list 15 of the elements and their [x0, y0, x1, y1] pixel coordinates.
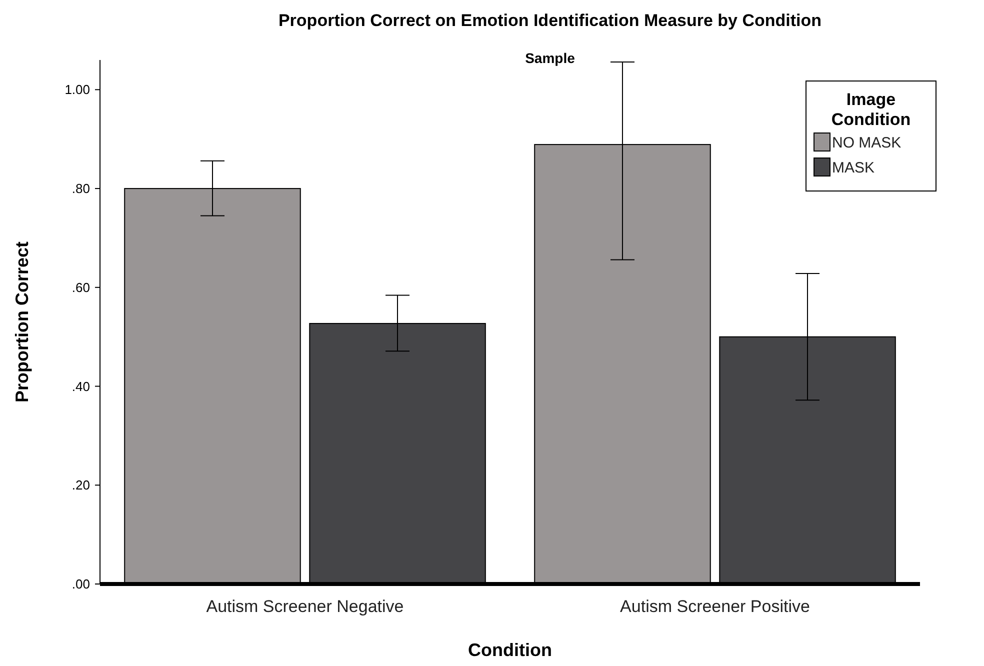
y-tick-label: .80 — [72, 181, 90, 196]
x-axis-title: Condition — [468, 640, 552, 660]
y-tick-label: .00 — [72, 576, 90, 592]
y-tick-label: .20 — [72, 478, 90, 493]
y-tick-label: 1.00 — [64, 82, 90, 98]
legend-title: Image Condition — [831, 90, 911, 129]
chart-subtitle: Sample — [525, 50, 576, 66]
y-tick-label: .60 — [72, 280, 90, 295]
y-tick-label: .40 — [72, 378, 90, 394]
x-tick-label: Autism Screener Negative — [206, 597, 404, 616]
legend-label: NO MASK — [832, 134, 902, 152]
x-tick-label: Autism Screener Positive — [620, 597, 810, 616]
y-axis-title: Proportion Correct — [12, 241, 32, 403]
legend-label: MASK — [832, 159, 875, 176]
chart-title: Proportion Correct on Emotion Identification Measure by Condition — [278, 11, 822, 30]
